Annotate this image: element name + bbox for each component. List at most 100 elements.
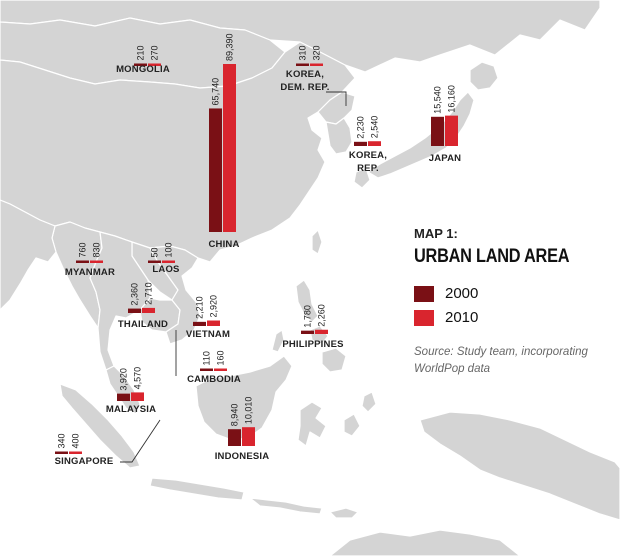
country-label-korea-dpr: KOREA, DEM. REP.: [280, 69, 329, 93]
legend-item-2000: 2000: [414, 285, 478, 302]
value-label-2010-indonesia: 10,010: [244, 397, 254, 425]
japan-kyushu-shape: [353, 167, 371, 189]
legend-swatch-2010: [414, 309, 434, 326]
value-label-2010-korea-rep: 2,540: [370, 116, 380, 139]
country-label-japan: JAPAN: [429, 153, 462, 164]
sulawesi-shape: [297, 401, 327, 447]
new-guinea-shape: [419, 411, 620, 521]
bar-2000-cambodia: [200, 368, 213, 371]
bar-2010-japan: [445, 115, 458, 146]
japan-hokkaido-shape: [469, 61, 499, 91]
malaysia-peninsula-shape: [105, 365, 141, 415]
value-label-2000-korea-dpr: 310: [298, 45, 308, 60]
thailand-shape: [89, 231, 151, 371]
bar-2010-singapore: [69, 451, 82, 454]
country-label-philippines: PHILIPPINES: [282, 339, 343, 350]
bar-2010-mongolia: [148, 63, 161, 66]
value-label-2000-korea-rep: 2,230: [356, 116, 366, 139]
value-label-2010-myanmar: 830: [92, 242, 102, 257]
bar-2010-malaysia: [131, 392, 144, 401]
bar-2000-indonesia: [228, 429, 241, 446]
country-label-cambodia: CAMBODIA: [187, 374, 241, 385]
bar-2010-philippines: [315, 329, 328, 334]
philippines-palawan-shape: [271, 329, 285, 353]
value-label-2000-thailand: 2,360: [130, 283, 140, 306]
country-label-thailand: THAILAND: [118, 319, 168, 330]
country-marker-korea-rep: 2,230 2,540 KOREA, REP.: [349, 116, 387, 174]
value-label-2010-malaysia: 4,570: [133, 367, 143, 390]
value-label-2000-cambodia: 110: [202, 351, 212, 365]
bar-2010-china: [223, 64, 236, 232]
country-marker-korea-dpr: 310 320 KOREA, DEM. REP.: [280, 45, 329, 93]
bar-2000-china: [209, 108, 222, 232]
country-marker-laos: 50 100 LAOS: [148, 242, 179, 275]
bar-2000-singapore: [55, 451, 68, 454]
value-label-2000-malaysia: 3,920: [119, 368, 129, 391]
map-number: MAP 1:: [414, 226, 458, 241]
bar-2000-laos: [148, 260, 161, 263]
value-label-2010-china: 89,390: [225, 33, 235, 61]
australia-shape: [329, 529, 521, 556]
country-label-singapore: SINGAPORE: [55, 456, 114, 467]
country-marker-philippines: 1,780 2,260 PHILIPPINES: [282, 304, 343, 350]
value-label-2000-myanmar: 760: [78, 242, 88, 257]
value-label-2000-indonesia: 8,940: [230, 404, 240, 427]
value-label-2000-philippines: 1,780: [303, 305, 313, 328]
lesser-sunda-shape: [249, 497, 323, 515]
legend-item-2010: 2010: [414, 309, 478, 326]
bar-2000-thailand: [128, 308, 141, 313]
bar-2000-japan: [431, 116, 444, 146]
country-label-korea-rep: KOREA, REP.: [349, 150, 387, 174]
sumatra-shape: [59, 383, 141, 469]
philippines-luzon-shape: [295, 279, 319, 323]
bar-2010-indonesia: [242, 427, 255, 446]
bar-2000-philippines: [301, 330, 314, 334]
country-label-china: CHINA: [208, 239, 239, 250]
country-marker-myanmar: 760 830 MYANMAR: [65, 242, 115, 278]
bar-2010-laos: [162, 260, 175, 263]
bar-2010-cambodia: [214, 368, 227, 371]
legend-label-2000: 2000: [445, 285, 479, 302]
country-label-vietnam: VIETNAM: [186, 329, 230, 340]
value-label-2000-singapore: 340: [57, 433, 67, 448]
country-marker-japan: 15,540 16,160 JAPAN: [429, 85, 462, 164]
bar-2010-myanmar: [90, 260, 103, 263]
source-note: Source: Study team, incorporating WorldP…: [414, 346, 588, 375]
country-marker-thailand: 2,360 2,710 THAILAND: [118, 282, 168, 330]
legend-swatch-2000: [414, 285, 434, 302]
value-label-2000-vietnam: 2,210: [195, 296, 205, 319]
korea-rep-shape: [325, 117, 353, 155]
legend-label-2010: 2010: [445, 309, 479, 326]
value-label-2010-vietnam: 2,920: [209, 295, 219, 318]
bar-2000-myanmar: [76, 260, 89, 263]
value-label-2000-mongolia: 210: [136, 45, 146, 60]
bar-2000-mongolia: [134, 63, 147, 66]
bar-2000-malaysia: [117, 393, 130, 401]
country-label-laos: LAOS: [152, 264, 179, 275]
country-label-mongolia: MONGOLIA: [116, 64, 170, 75]
country-label-malaysia: MALAYSIA: [106, 404, 156, 415]
bar-2010-korea-rep: [368, 141, 381, 146]
halmahera-shape: [361, 391, 377, 413]
country-marker-indonesia: 8,940 10,010 INDONESIA: [215, 397, 269, 462]
singapore-leader: [120, 419, 161, 463]
java-shape: [149, 477, 245, 501]
taiwan-shape: [311, 229, 323, 255]
vietnam-shape: [149, 245, 201, 345]
value-label-2010-philippines: 2,260: [317, 304, 327, 327]
bar-2000-vietnam: [193, 321, 206, 326]
india-edge-shape: [0, 199, 57, 311]
value-label-2010-thailand: 2,710: [144, 282, 154, 305]
timor-shape: [329, 507, 359, 519]
value-label-2000-japan: 15,540: [433, 86, 443, 114]
country-marker-china: 65,740 89,390 CHINA: [208, 33, 239, 250]
country-marker-cambodia: 110 160 CAMBODIA: [187, 350, 241, 385]
value-label-2010-mongolia: 270: [150, 45, 160, 60]
japan-honshu-shape: [367, 91, 475, 179]
map-title: URBAN LAND AREA: [414, 246, 570, 267]
bar-2000-korea-rep: [354, 141, 367, 146]
bar-2010-thailand: [142, 307, 155, 313]
korea-dpr-leader: [326, 91, 347, 106]
